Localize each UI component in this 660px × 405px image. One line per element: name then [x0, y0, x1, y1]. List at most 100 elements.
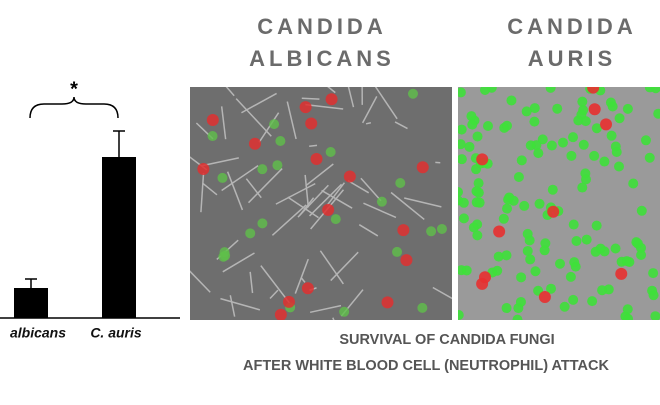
- cell: [644, 152, 655, 163]
- cell: [621, 256, 632, 267]
- hypha: [365, 122, 372, 125]
- cell: [515, 296, 526, 307]
- cell: [600, 118, 613, 131]
- cell: [650, 311, 660, 320]
- cell: [458, 87, 466, 98]
- cell: [529, 103, 540, 114]
- cell: [640, 135, 651, 146]
- image-title: AURIS: [528, 46, 616, 71]
- cell: [503, 194, 514, 205]
- cell: [539, 245, 550, 256]
- caption: AFTER WHITE BLOOD CELL (NEUTROPHIL) ATTA…: [243, 358, 609, 374]
- cell: [471, 197, 482, 208]
- cell: [400, 254, 413, 267]
- cell: [565, 271, 576, 282]
- hypha: [241, 92, 277, 114]
- cell: [525, 254, 536, 265]
- hypha: [201, 157, 239, 167]
- cell: [533, 148, 544, 159]
- cell: [301, 282, 314, 295]
- cell: [568, 294, 579, 305]
- cell: [322, 203, 335, 216]
- hypha: [190, 270, 211, 293]
- hypha: [347, 179, 370, 194]
- cell: [568, 132, 579, 143]
- hypha: [326, 182, 346, 206]
- hypha: [327, 87, 336, 94]
- cell: [343, 170, 356, 183]
- cell: [516, 272, 527, 283]
- cell: [471, 186, 482, 197]
- cell: [577, 182, 588, 193]
- cell: [546, 140, 557, 151]
- cell: [580, 174, 591, 185]
- hypha: [321, 189, 353, 209]
- hypha: [390, 191, 425, 221]
- hypha: [249, 271, 254, 294]
- cell: [588, 103, 601, 116]
- cell: [513, 172, 524, 183]
- x-tick-label: C. auris: [90, 325, 142, 341]
- cell: [467, 119, 478, 130]
- hypha: [260, 265, 291, 304]
- cell: [458, 124, 467, 135]
- cell: [269, 119, 280, 130]
- hypha: [432, 286, 452, 300]
- cell: [464, 141, 475, 152]
- hypha: [374, 87, 398, 120]
- cell: [589, 150, 600, 161]
- cell: [599, 246, 610, 257]
- cell: [648, 268, 659, 279]
- cell: [538, 290, 551, 303]
- x-tick-label: albicans: [10, 325, 66, 341]
- cell: [568, 219, 579, 230]
- hypha: [319, 250, 344, 285]
- hypha: [360, 177, 382, 202]
- bar: [102, 157, 136, 318]
- cell: [458, 139, 466, 150]
- cell: [559, 301, 570, 312]
- annotation: *: [70, 78, 78, 100]
- cell: [615, 267, 628, 280]
- cell: [392, 246, 403, 257]
- hypha: [330, 251, 359, 282]
- hypha: [275, 182, 316, 205]
- cell: [458, 186, 464, 197]
- hypha: [220, 106, 227, 140]
- hypha: [294, 258, 309, 294]
- cell: [636, 249, 647, 260]
- cell: [577, 96, 588, 107]
- cell: [537, 134, 548, 145]
- image-title: CANDIDA: [257, 14, 386, 39]
- hypha: [309, 144, 318, 147]
- cell: [571, 235, 582, 246]
- cell: [524, 235, 535, 246]
- cell: [607, 101, 618, 112]
- cell: [522, 245, 533, 256]
- micrograph-albicans: [190, 87, 452, 320]
- cell: [257, 218, 268, 229]
- cell: [525, 140, 536, 151]
- hypha: [220, 297, 261, 311]
- cell: [555, 258, 566, 269]
- hypha: [258, 112, 280, 143]
- hypha: [305, 163, 334, 187]
- cell: [248, 137, 261, 150]
- image-title: CANDIDA: [507, 14, 636, 39]
- cell: [614, 113, 625, 124]
- hypha: [394, 121, 408, 130]
- cell: [591, 123, 602, 134]
- cell: [458, 154, 467, 165]
- cell: [416, 161, 429, 174]
- cell: [501, 120, 512, 131]
- cell: [530, 266, 541, 277]
- cell: [299, 101, 312, 114]
- cell: [472, 131, 483, 142]
- hypha: [305, 103, 344, 110]
- cell: [492, 265, 503, 276]
- cell: [407, 88, 418, 99]
- hypha: [361, 96, 378, 124]
- hypha: [200, 172, 205, 213]
- hypha: [304, 174, 310, 208]
- hypha: [269, 289, 279, 300]
